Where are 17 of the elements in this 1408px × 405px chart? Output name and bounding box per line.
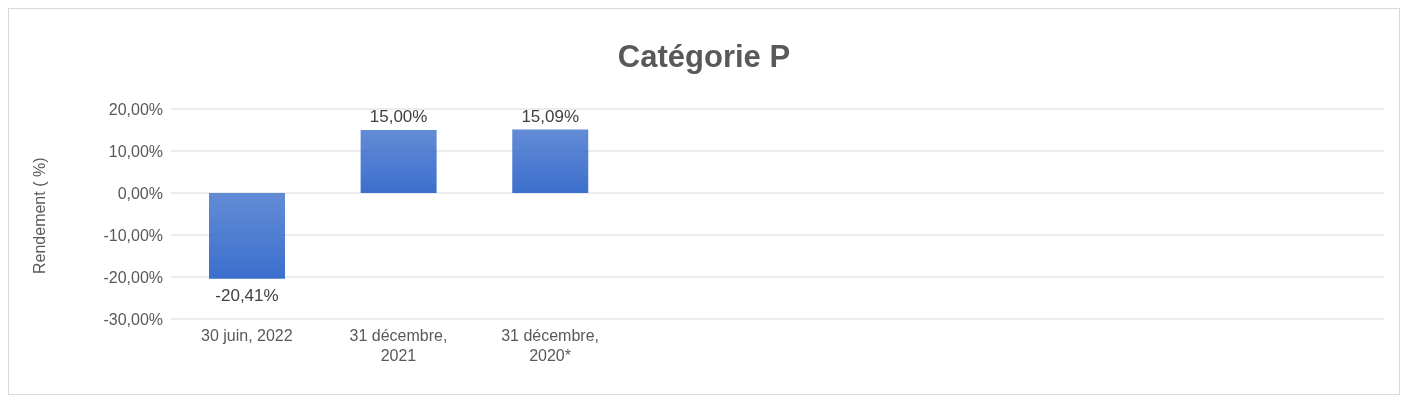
bar: [209, 193, 285, 279]
y-tick-label: -10,00%: [103, 226, 163, 244]
x-tick-label: 31 décembre, 2020*: [501, 327, 599, 364]
chart-title: Catégorie P: [616, 39, 792, 75]
x-tick-label: 31 décembre, 2021: [349, 327, 448, 364]
y-tick-label: -20,00%: [103, 268, 163, 286]
y-tick-label: 20,00%: [108, 100, 163, 118]
bar: [360, 130, 437, 193]
data-label: 15,09%: [521, 106, 580, 126]
y-tick-label: 10,00%: [108, 142, 163, 160]
x-tick-label: 30 juin, 2022: [200, 327, 293, 344]
data-label: -20,41%: [215, 285, 279, 305]
y-axis-title: Rendement ( %): [30, 157, 48, 274]
data-label: 15,00%: [369, 107, 428, 126]
y-tick-label: 0,00%: [117, 184, 163, 202]
bar: [512, 129, 589, 193]
y-tick-label: -30,00%: [103, 310, 163, 328]
